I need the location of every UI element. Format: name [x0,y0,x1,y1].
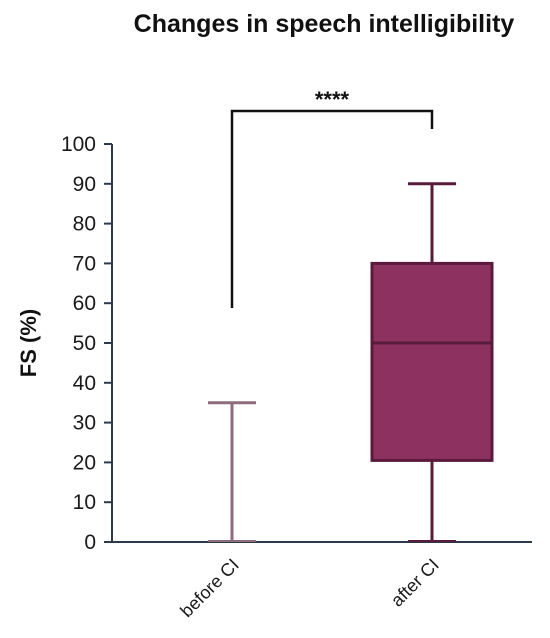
y-tick-label-70: 70 [73,252,96,275]
y-axis-ticks: 0 10 20 30 40 50 60 70 80 90 100 [61,133,113,554]
y-tick-label-60: 60 [73,292,96,315]
y-tick-label-50: 50 [73,332,96,355]
bracket-line [230,109,434,308]
chart-title: Changes in speech intelligibility [134,10,515,38]
y-tick-label-90: 90 [73,173,96,196]
y-tick-label-10: 10 [73,491,96,514]
x-tick-label-0: before CI [176,555,243,622]
significance-stars: **** [315,87,350,112]
box-before-ci [208,401,256,542]
y-tick-label-30: 30 [73,412,96,435]
y-tick-label-20: 20 [73,451,96,474]
significance-bracket: **** [230,87,434,308]
box-body [370,261,494,462]
x-tick-label-1: after CI [387,555,443,611]
y-tick-label-0: 0 [84,531,96,554]
boxes [208,182,494,542]
box-after-ci [370,182,494,542]
y-tick-label-40: 40 [73,372,96,395]
x-axis-labels: before CI after CI [176,555,443,622]
y-tick-label-80: 80 [73,213,96,236]
y-axis-label: FS (%) [16,309,41,377]
y-tick-label-100: 100 [61,133,96,156]
